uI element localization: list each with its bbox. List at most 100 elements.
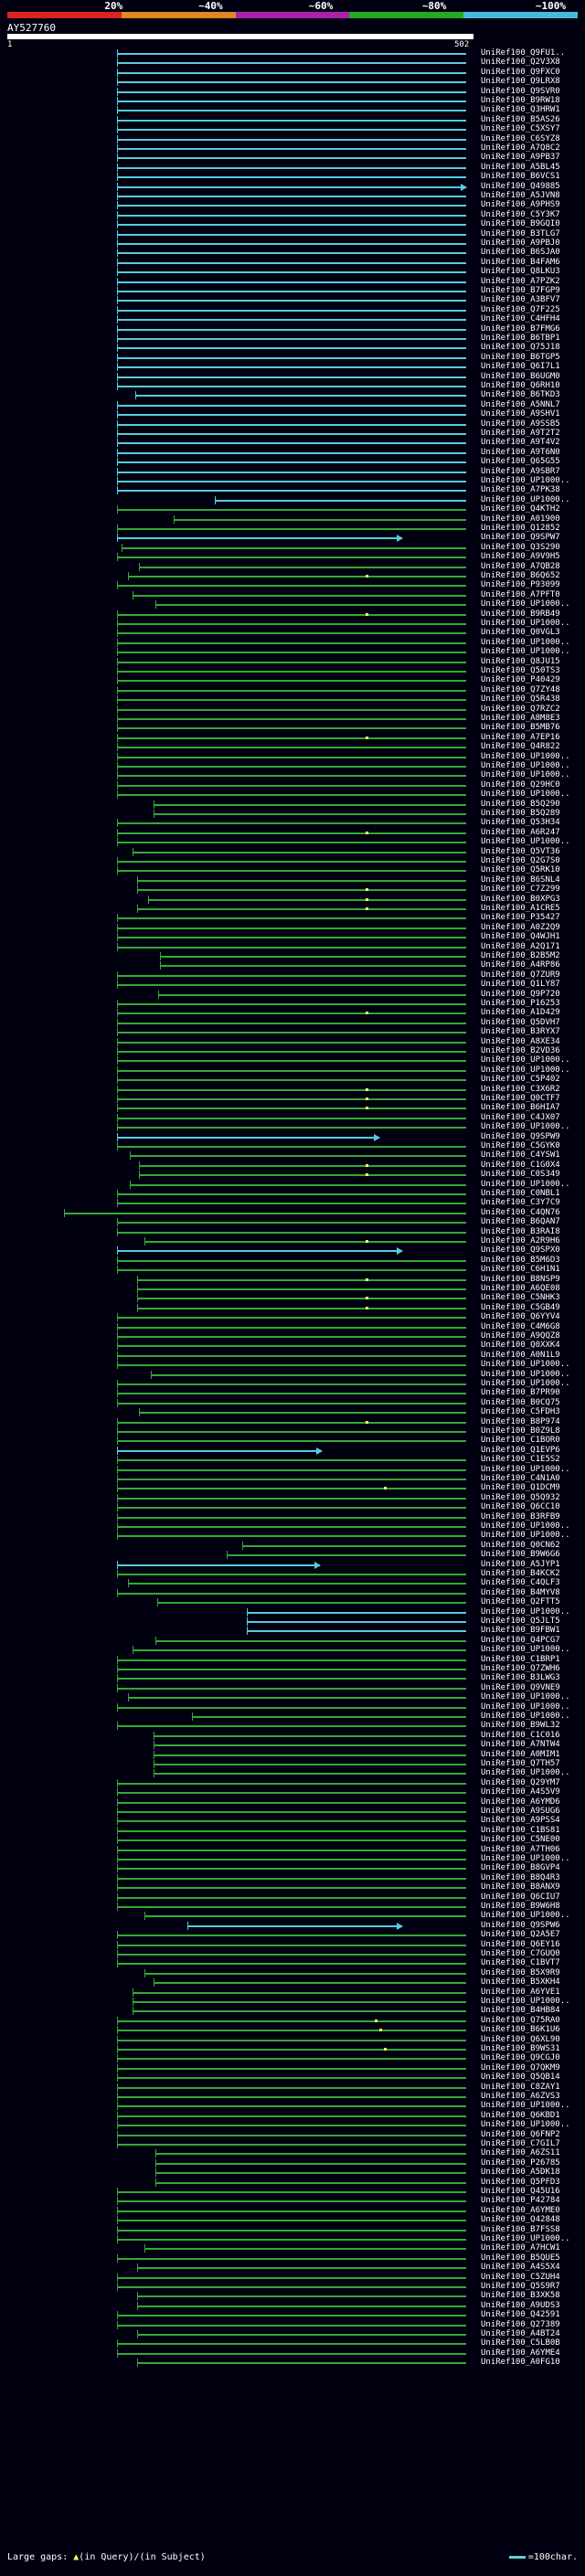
hit-id-link[interactable]: UniRef100_P40429 (481, 675, 560, 685)
hit-id-link[interactable]: UniRef100_A3BFV7 (481, 295, 560, 305)
hit-alignment-bar[interactable] (154, 1734, 466, 1737)
hit-row[interactable]: UniRef100_Q2FTT5 (0, 1598, 585, 1607)
hit-alignment-bar[interactable] (117, 1383, 466, 1385)
hit-row[interactable]: UniRef100_P16253 (0, 1000, 585, 1008)
hit-alignment-bar[interactable] (117, 984, 466, 987)
hit-row[interactable]: UniRef100_A9SUG6 (0, 1807, 585, 1816)
hit-alignment-bar[interactable] (117, 1954, 466, 1956)
hit-row[interactable]: UniRef100_Q3S290 (0, 543, 585, 552)
hit-id-link[interactable]: UniRef100_Q0VGL3 (481, 628, 560, 638)
hit-alignment-bar[interactable] (192, 1716, 466, 1718)
hit-alignment-bar[interactable] (117, 119, 466, 122)
hit-id-link[interactable]: UniRef100_B8Q4R3 (481, 1872, 560, 1882)
hit-alignment-bar[interactable] (117, 632, 466, 635)
hit-row[interactable]: UniRef100_A9UDS3 (0, 2301, 585, 2310)
hit-id-link[interactable]: UniRef100_A6YVE1 (481, 1987, 560, 1997)
hit-id-link[interactable]: UniRef100_B3RAI8 (481, 1226, 560, 1236)
hit-row[interactable]: UniRef100_Q45U16 (0, 2188, 585, 2196)
hit-alignment-bar[interactable] (117, 1497, 466, 1500)
hit-row[interactable]: UniRef100_UP1000.. (0, 1693, 585, 1702)
hit-id-link[interactable]: UniRef100_A7NTW4 (481, 1740, 560, 1750)
hit-id-link[interactable]: UniRef100_B5Q290 (481, 799, 560, 809)
hit-row[interactable]: UniRef100_UP1000.. (0, 838, 585, 847)
hit-alignment-bar[interactable] (128, 1697, 466, 1700)
hit-row[interactable]: UniRef100_B4KCK2 (0, 1570, 585, 1578)
hit-id-link[interactable]: UniRef100_B7FGP9 (481, 286, 560, 295)
hit-row[interactable]: UniRef100_UP1000.. (0, 1855, 585, 1863)
hit-id-link[interactable]: UniRef100_C4YSW1 (481, 1150, 560, 1161)
hit-id-link[interactable]: UniRef100_Q4R822 (481, 742, 560, 752)
hit-row[interactable]: UniRef100_P93099 (0, 581, 585, 590)
hit-id-link[interactable]: UniRef100_Q29HC0 (481, 779, 560, 790)
hit-id-link[interactable]: UniRef100_Q6EY16 (481, 1939, 560, 1949)
hit-id-link[interactable]: UniRef100_P16253 (481, 999, 560, 1008)
hit-id-link[interactable]: UniRef100_Q0CN62 (481, 1540, 560, 1550)
hit-row[interactable]: UniRef100_A5BL45 (0, 163, 585, 172)
hit-id-link[interactable]: UniRef100_Q45U16 (481, 2187, 560, 2196)
hit-row[interactable]: UniRef100_Q9SPW7 (0, 534, 585, 543)
hit-alignment-bar[interactable] (117, 1079, 466, 1082)
hit-row[interactable]: UniRef100_B9RW18 (0, 97, 585, 105)
hit-row[interactable]: UniRef100_Q6FNP2 (0, 2130, 585, 2139)
hit-row[interactable]: UniRef100_C1G0X4 (0, 1161, 585, 1170)
hit-alignment-bar[interactable] (117, 1231, 466, 1234)
hit-id-link[interactable]: UniRef100_Q5Q932 (481, 1492, 560, 1502)
hit-row[interactable]: UniRef100_UP1000.. (0, 1769, 585, 1778)
hit-id-link[interactable]: UniRef100_UP1000.. (481, 1911, 570, 1921)
hit-id-link[interactable]: UniRef100_Q2A5E7 (481, 1930, 560, 1940)
hit-id-link[interactable]: UniRef100_C5FDH3 (481, 1407, 560, 1417)
hit-alignment-bar[interactable] (154, 1744, 466, 1747)
hit-id-link[interactable]: UniRef100_C4QLF3 (481, 1578, 560, 1588)
hit-alignment-bar[interactable] (117, 2086, 466, 2089)
hit-row[interactable]: UniRef100_B5X9R9 (0, 1968, 585, 1977)
hit-row[interactable]: UniRef100_B2VD36 (0, 1047, 585, 1055)
hit-row[interactable]: UniRef100_Q3HRW1 (0, 106, 585, 115)
hit-row[interactable]: UniRef100_A0N1L9 (0, 1351, 585, 1360)
hit-row[interactable]: UniRef100_B4HB84 (0, 2007, 585, 2016)
hit-alignment-bar[interactable] (137, 908, 466, 910)
hit-alignment-bar[interactable] (117, 2257, 466, 2260)
hit-id-link[interactable]: UniRef100_Q9FXC0 (481, 67, 560, 77)
hit-alignment-bar[interactable] (117, 101, 466, 102)
hit-alignment-bar[interactable] (117, 689, 466, 692)
hit-id-link[interactable]: UniRef100_C1BS81 (481, 1825, 560, 1835)
hit-id-link[interactable]: UniRef100_B3XK58 (481, 2291, 560, 2301)
hit-id-link[interactable]: UniRef100_B7PR90 (481, 1388, 560, 1398)
hit-alignment-bar[interactable] (117, 1421, 466, 1424)
hit-id-link[interactable]: UniRef100_B0CQ75 (481, 1397, 560, 1407)
hit-alignment-bar[interactable] (117, 870, 466, 873)
hit-row[interactable]: UniRef100_Q2A5E7 (0, 1930, 585, 1940)
hit-alignment-bar[interactable] (117, 784, 466, 787)
hit-row[interactable]: UniRef100_UP1000.. (0, 762, 585, 770)
hit-id-link[interactable]: UniRef100_C1G0X4 (481, 1160, 560, 1170)
hit-row[interactable]: UniRef100_Q9CGJ0 (0, 2054, 585, 2063)
hit-id-link[interactable]: UniRef100_UP1000.. (481, 770, 570, 780)
hit-id-link[interactable]: UniRef100_Q1EVP6 (481, 1445, 560, 1455)
hit-alignment-bar[interactable] (117, 2191, 466, 2193)
hit-row[interactable]: UniRef100_B6HIA7 (0, 1104, 585, 1113)
hit-id-link[interactable]: UniRef100_P35427 (481, 913, 560, 923)
hit-id-link[interactable]: UniRef100_B9WL32 (481, 1721, 560, 1731)
hit-id-link[interactable]: UniRef100_UP1000.. (481, 2101, 570, 2111)
hit-row[interactable]: UniRef100_A9T2T2 (0, 429, 585, 438)
hit-alignment-bar[interactable] (117, 1564, 320, 1566)
hit-id-link[interactable]: UniRef100_Q4KTH2 (481, 504, 560, 514)
hit-row[interactable]: UniRef100_B8Q4R3 (0, 1872, 585, 1882)
hit-id-link[interactable]: UniRef100_B6TKD3 (481, 390, 560, 400)
hit-alignment-bar[interactable] (117, 2286, 466, 2288)
hit-alignment-bar[interactable] (117, 1935, 466, 1937)
hit-id-link[interactable]: UniRef100_UP1000.. (481, 1179, 570, 1189)
hit-alignment-bar[interactable] (117, 252, 466, 255)
hit-alignment-bar[interactable] (117, 613, 466, 616)
hit-row[interactable]: UniRef100_Q9LRX8 (0, 78, 585, 87)
hit-id-link[interactable]: UniRef100_Q5DVH7 (481, 1017, 560, 1027)
hit-alignment-bar[interactable] (117, 176, 466, 179)
hit-alignment-bar[interactable] (137, 1288, 466, 1290)
hit-id-link[interactable]: UniRef100_A9SSB5 (481, 419, 560, 429)
hit-alignment-bar[interactable] (139, 1174, 466, 1177)
hit-alignment-bar[interactable] (242, 1544, 466, 1547)
hit-row[interactable]: UniRef100_B0Z9L8 (0, 1427, 585, 1436)
hit-row[interactable]: UniRef100_A5JVN8 (0, 192, 585, 200)
hit-alignment-bar[interactable] (117, 585, 466, 588)
hit-alignment-bar[interactable] (117, 699, 466, 702)
